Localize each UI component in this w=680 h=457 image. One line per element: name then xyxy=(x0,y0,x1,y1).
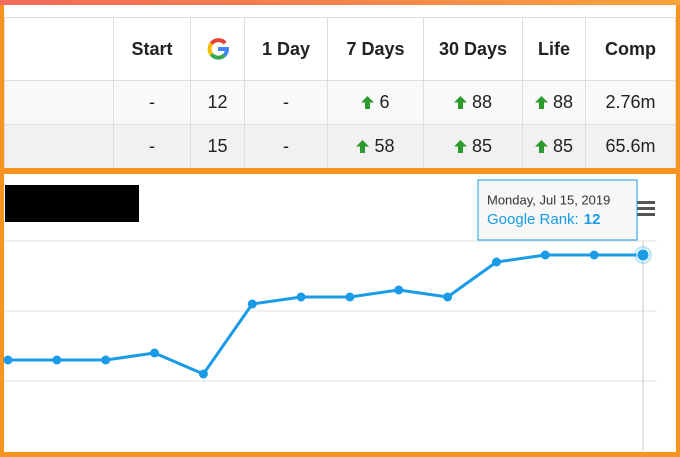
point xyxy=(491,257,501,267)
cell: - xyxy=(244,80,328,125)
cell-text: 12 xyxy=(207,92,228,112)
cell-text: - xyxy=(283,92,289,112)
cell-text: 6 xyxy=(379,91,390,112)
google-icon xyxy=(207,38,229,60)
menu-icon[interactable] xyxy=(637,201,655,216)
cell xyxy=(4,124,114,168)
point xyxy=(52,355,62,365)
cell: 85 xyxy=(522,124,586,168)
cell xyxy=(4,80,114,125)
header-cell: 7 Days xyxy=(327,17,424,81)
arrow-icon xyxy=(361,95,375,109)
table-row: - 12 - 6 88 88 2.76m xyxy=(4,80,676,125)
tooltip-box xyxy=(477,179,638,241)
cell-text: - xyxy=(149,92,155,112)
up-arrow xyxy=(453,93,467,114)
arrow-icon xyxy=(356,139,370,153)
cell-text: 65.6m xyxy=(605,136,656,156)
cell: 88 xyxy=(423,80,523,125)
cell: 65.6m xyxy=(585,124,676,168)
up-arrow xyxy=(534,137,548,158)
rank-table-box: Start 1 Day 7 Days 30 Days Life Comp - 1… xyxy=(4,5,676,168)
cell-text: 15 xyxy=(207,136,228,156)
point xyxy=(540,250,550,260)
point xyxy=(443,292,453,302)
tooltip-date: Monday, Jul 15, 2019 xyxy=(487,192,610,207)
google-icon-cell xyxy=(190,17,245,81)
menu-bar xyxy=(637,207,655,210)
header-cell: Comp xyxy=(585,17,676,81)
point xyxy=(198,369,208,379)
tooltip-value: 12 xyxy=(584,211,601,228)
point xyxy=(150,348,160,358)
arrow-icon xyxy=(534,95,548,109)
point xyxy=(296,292,306,302)
rank-line xyxy=(8,253,643,376)
cell-text: - xyxy=(149,136,155,156)
point xyxy=(589,250,599,260)
menu-bar xyxy=(637,213,655,216)
point xyxy=(247,299,257,309)
arrow-icon xyxy=(453,95,467,109)
cell: - xyxy=(113,80,191,125)
cell: 88 xyxy=(522,80,586,125)
up-arrow xyxy=(361,93,375,114)
header-cell xyxy=(4,17,114,81)
cell: 85 xyxy=(423,124,523,168)
header-cell: 30 Days xyxy=(423,17,523,81)
point xyxy=(3,355,13,365)
cell-text: 58 xyxy=(374,135,395,156)
cell-text: - xyxy=(283,136,289,156)
up-arrow xyxy=(356,137,370,158)
cell-text: 2.76m xyxy=(605,92,656,112)
header-cell: Life xyxy=(522,17,586,81)
top-stripe xyxy=(0,0,680,5)
up-arrow xyxy=(453,137,467,158)
header-cell: 1 Day xyxy=(244,17,328,81)
cell: 2.76m xyxy=(585,80,676,125)
point xyxy=(636,248,650,262)
cell-text: 88 xyxy=(552,91,574,112)
table-row: - 15 - 58 85 85 65.6m xyxy=(4,124,676,168)
cell: 15 xyxy=(190,124,245,168)
rank-table: Start 1 Day 7 Days 30 Days Life Comp - 1… xyxy=(4,17,676,168)
arrow-icon xyxy=(534,139,548,153)
menu-bar xyxy=(637,201,655,204)
cell: - xyxy=(244,124,328,168)
point xyxy=(345,292,355,302)
tooltip: Monday, Jul 15, 2019 Google Rank: 12 xyxy=(477,179,638,241)
cell: 58 xyxy=(327,124,424,168)
arrow-icon xyxy=(453,139,467,153)
header-row: Start 1 Day 7 Days 30 Days Life Comp xyxy=(4,17,676,81)
cell-text: 88 xyxy=(471,91,493,112)
point xyxy=(101,355,111,365)
cell-text: 85 xyxy=(552,135,574,156)
header-cell: Start xyxy=(113,17,191,81)
cell-text: 85 xyxy=(471,135,493,156)
cell: 6 xyxy=(327,80,424,125)
up-arrow xyxy=(534,93,548,114)
tooltip-label: Google Rank: 12 xyxy=(487,211,600,228)
redacted-title xyxy=(5,185,139,222)
point xyxy=(394,285,404,295)
tooltip-series: Google Rank: xyxy=(487,211,579,228)
cell: - xyxy=(113,124,191,168)
